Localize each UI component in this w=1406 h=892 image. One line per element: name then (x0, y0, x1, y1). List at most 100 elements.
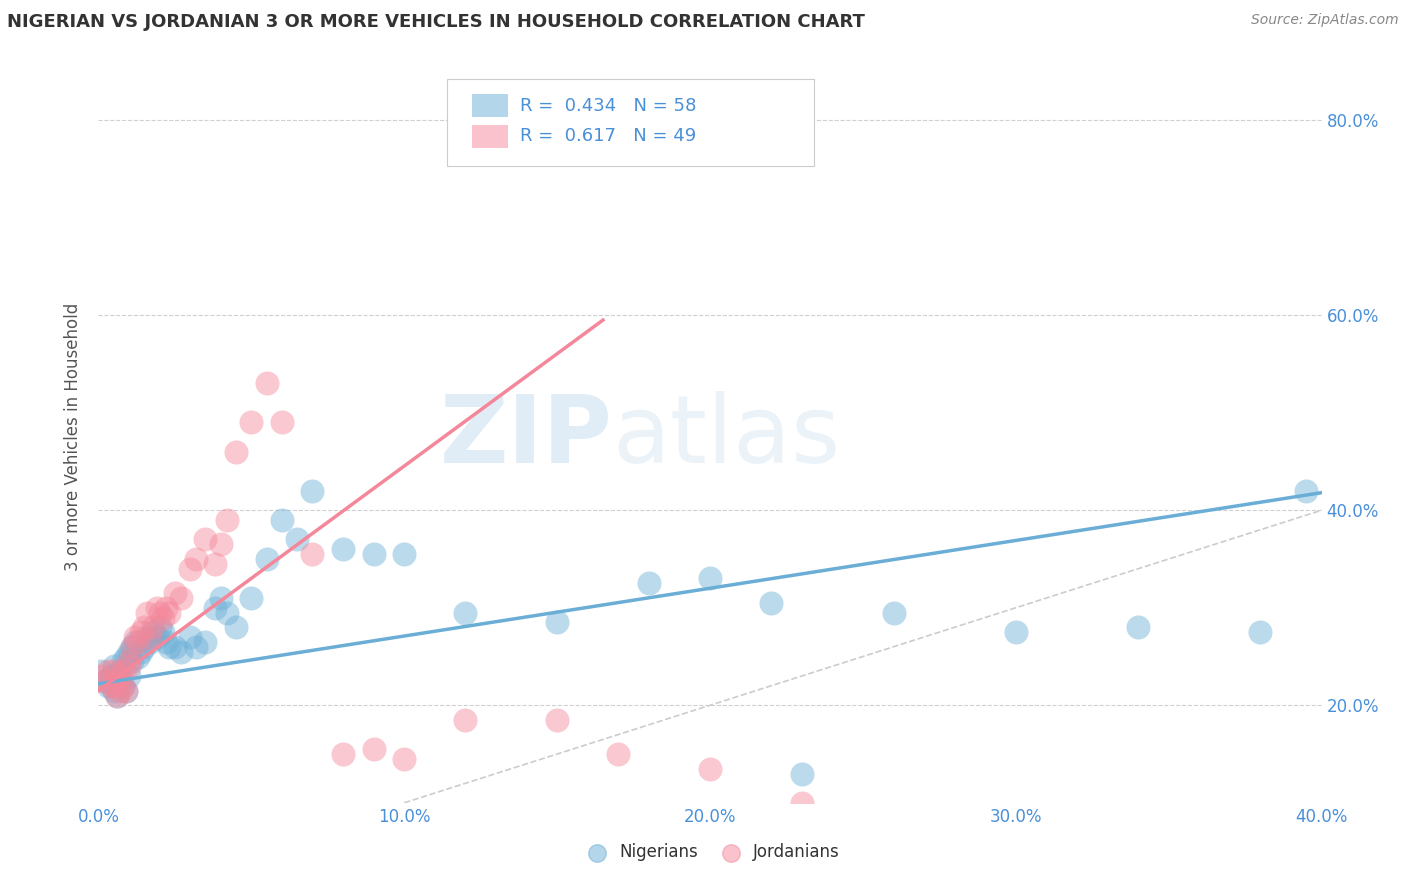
Point (93, 673, 115, 688)
Point (129, 645, 152, 659)
Point (118, 669, 141, 683)
Point (790, 796, 813, 810)
Point (240, 591, 263, 605)
Point (240, 416, 263, 430)
Point (93, 673, 115, 688)
Point (546, 615, 568, 630)
Text: R =  0.434   N = 58: R = 0.434 N = 58 (520, 96, 697, 115)
Point (100, 679, 122, 693)
Point (186, 552, 208, 566)
Point (105, 689, 128, 703)
Point (142, 620, 165, 634)
Point (111, 654, 134, 668)
Point (134, 620, 156, 634)
Point (129, 625, 152, 640)
Point (124, 630, 146, 644)
Point (97, 679, 120, 693)
Point (111, 679, 134, 693)
Point (127, 635, 149, 649)
Text: Source: ZipAtlas.com: Source: ZipAtlas.com (1251, 13, 1399, 28)
Point (103, 679, 125, 693)
Point (97, 664, 120, 678)
Point (149, 620, 172, 634)
Point (301, 483, 323, 498)
Point (155, 635, 177, 649)
Point (157, 640, 180, 654)
Point (152, 625, 174, 640)
Point (392, 547, 416, 561)
Point (145, 600, 167, 615)
Point (699, 762, 721, 776)
Point (363, 547, 385, 561)
Point (209, 591, 232, 605)
Point (204, 557, 226, 571)
Text: ZIP: ZIP (439, 391, 612, 483)
Point (108, 683, 131, 698)
Point (121, 640, 143, 654)
FancyBboxPatch shape (471, 94, 508, 118)
Point (139, 630, 162, 644)
Point (186, 640, 208, 654)
Legend: Nigerians, Jordanians: Nigerians, Jordanians (574, 837, 846, 868)
Point (256, 376, 278, 391)
Point (204, 600, 226, 615)
Point (332, 542, 354, 557)
Point (179, 562, 201, 576)
Point (118, 654, 141, 668)
Point (115, 683, 138, 698)
Point (100, 669, 122, 683)
Point (127, 649, 149, 664)
Y-axis label: 3 or more Vehicles in Household: 3 or more Vehicles in Household (65, 303, 83, 571)
Point (136, 630, 159, 644)
Point (142, 625, 165, 640)
Point (108, 664, 131, 678)
Point (149, 606, 172, 620)
Text: atlas: atlas (612, 391, 841, 483)
Text: NIGERIAN VS JORDANIAN 3 OR MORE VEHICLES IN HOUSEHOLD CORRELATION CHART: NIGERIAN VS JORDANIAN 3 OR MORE VEHICLES… (7, 13, 865, 31)
Point (546, 713, 568, 727)
Point (194, 533, 217, 547)
Point (108, 673, 131, 688)
Point (215, 606, 238, 620)
Point (607, 747, 630, 761)
Point (301, 547, 323, 561)
Point (108, 669, 131, 683)
Point (209, 537, 232, 551)
Point (118, 659, 141, 673)
Point (152, 610, 174, 624)
Text: R =  0.617   N = 49: R = 0.617 N = 49 (520, 128, 697, 145)
Point (155, 600, 177, 615)
Point (179, 630, 201, 644)
Point (103, 683, 125, 698)
Point (90, 669, 112, 683)
Point (225, 620, 247, 634)
Point (157, 606, 180, 620)
Point (285, 533, 308, 547)
FancyBboxPatch shape (471, 125, 508, 148)
Point (124, 635, 146, 649)
Point (134, 640, 156, 654)
Point (111, 679, 134, 693)
Point (392, 752, 416, 766)
Point (270, 513, 292, 527)
Point (105, 689, 128, 703)
Point (115, 649, 138, 664)
Point (759, 596, 782, 610)
Point (699, 572, 721, 586)
Point (111, 664, 134, 678)
Point (163, 586, 186, 600)
Point (1128, 620, 1150, 634)
Point (454, 713, 477, 727)
Point (139, 635, 162, 649)
Point (105, 669, 128, 683)
Point (115, 683, 138, 698)
Point (1295, 483, 1317, 498)
Point (170, 591, 193, 605)
FancyBboxPatch shape (447, 78, 814, 167)
Point (103, 659, 125, 673)
Point (163, 640, 186, 654)
Point (118, 645, 141, 659)
Point (637, 576, 661, 591)
Point (454, 606, 477, 620)
Point (215, 513, 238, 527)
